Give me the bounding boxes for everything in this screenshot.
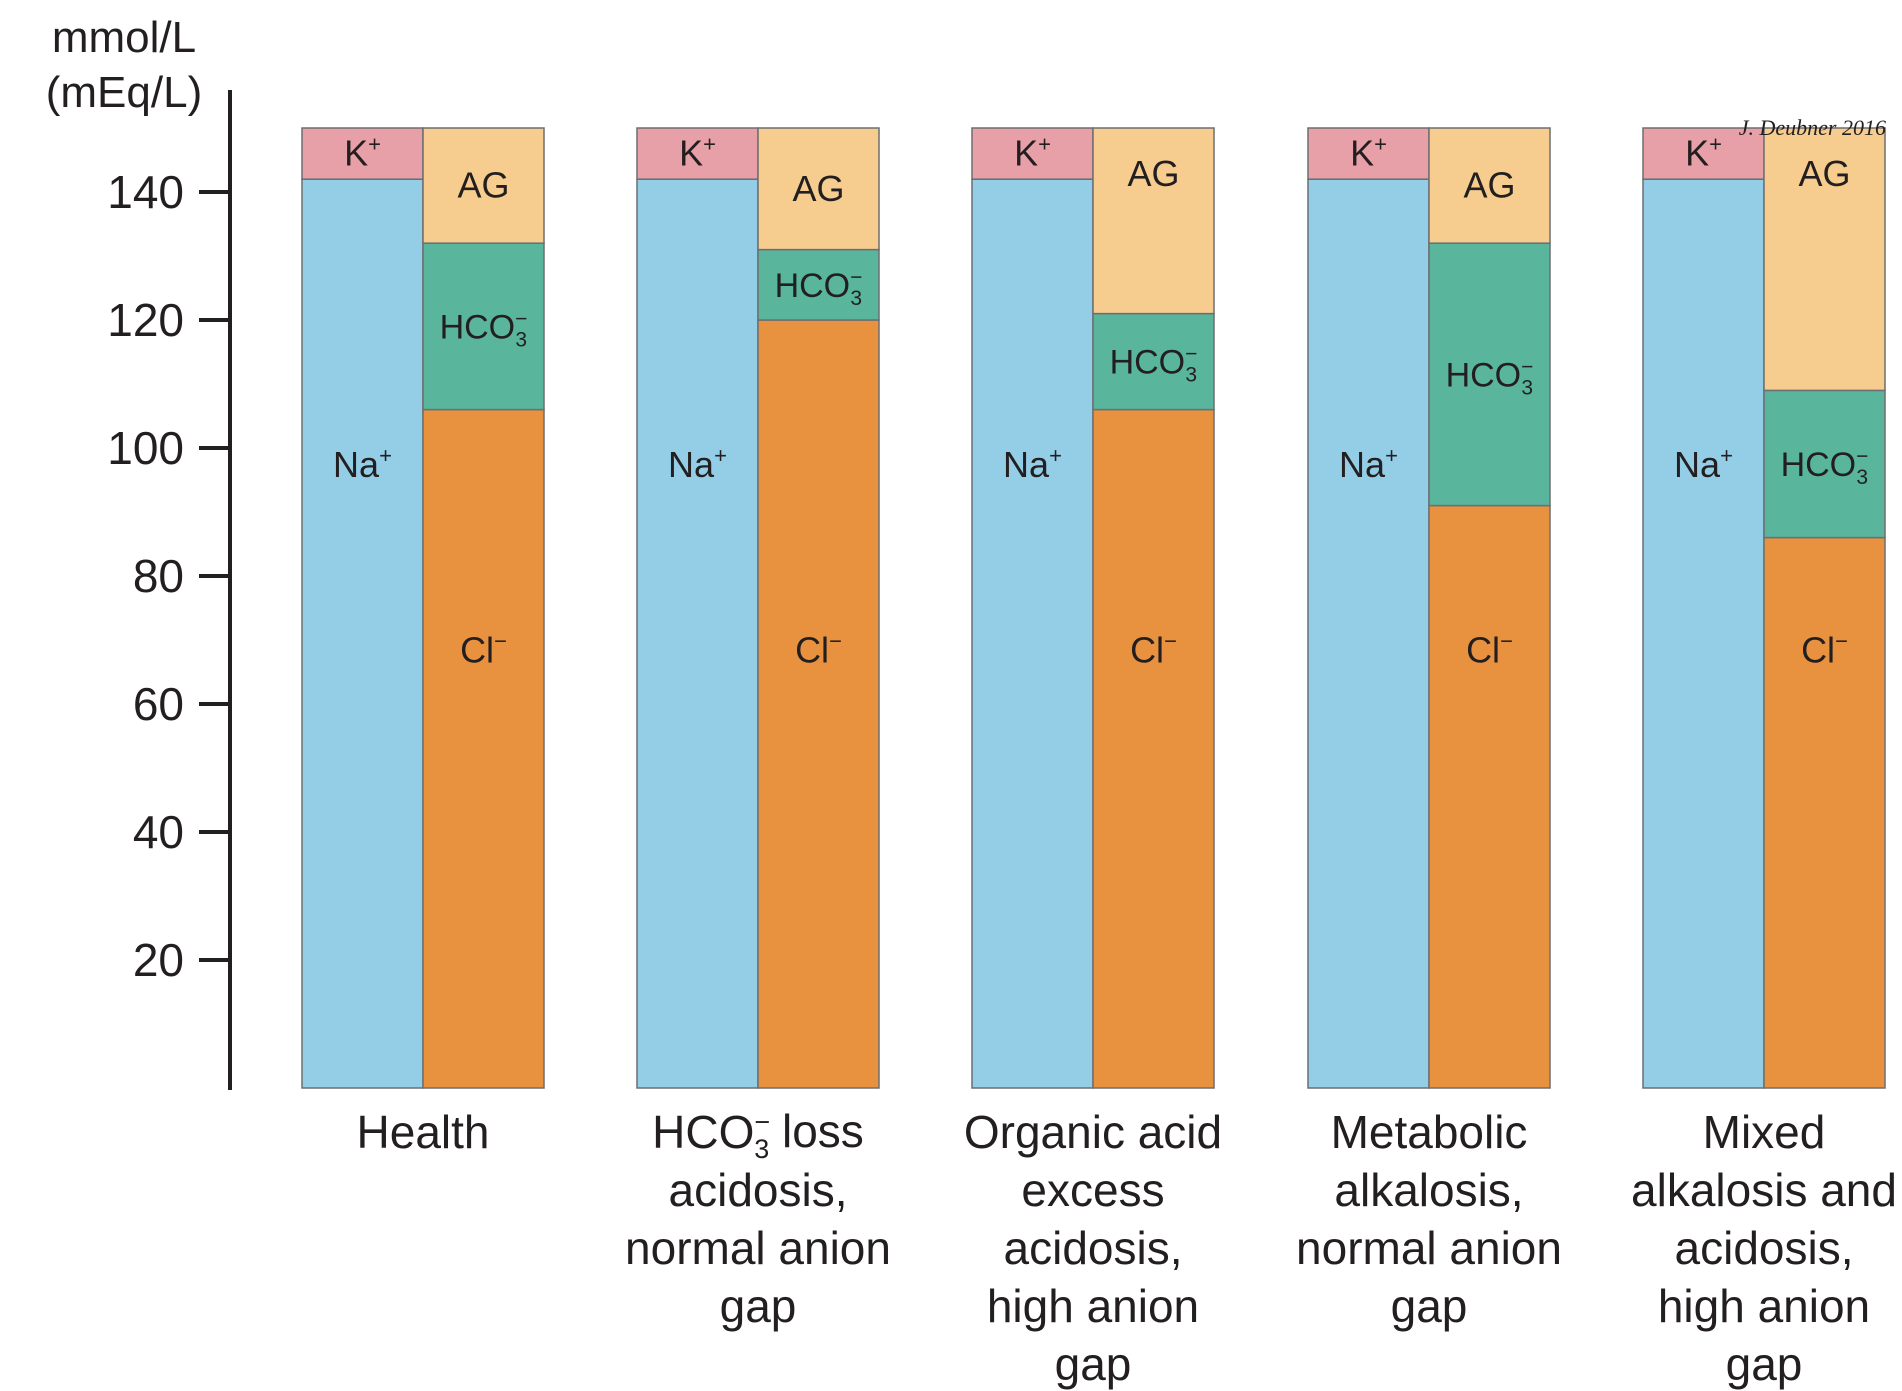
segment-label-hco3: HCO−3​ bbox=[775, 266, 863, 310]
bar-segment-na bbox=[301, 178, 424, 1089]
bar-group: Na+​ K+​ Cl−​ HCO−3​ AG bbox=[971, 127, 1215, 1089]
bar-segment-ag bbox=[1428, 127, 1551, 244]
y-axis: 20 40 60 80 100 120 140 mmol/L (mEq/L) bbox=[46, 13, 232, 1090]
segment-label-k: K+​ bbox=[344, 132, 381, 174]
category-label-line: acidosis, bbox=[1004, 1222, 1183, 1274]
bar-segment-k bbox=[1307, 127, 1430, 180]
category-label-line: acidosis, bbox=[669, 1164, 848, 1216]
bar-segment-cl bbox=[1428, 504, 1551, 1089]
category-label-line: gap bbox=[720, 1280, 797, 1332]
category-label: Mixed alkalosis and acidosis, high anion gap bbox=[1631, 1106, 1897, 1390]
category-label-line: alkalosis and bbox=[1631, 1164, 1897, 1216]
segment-label-hco3: HCO−3​ bbox=[1446, 355, 1534, 399]
credit-text: J. Deubner 2016 bbox=[1739, 115, 1886, 140]
bar-segment-ag bbox=[1092, 127, 1215, 315]
y-tick-label: 60 bbox=[133, 678, 184, 730]
category-label: Metabolic alkalosis, normal anion gap bbox=[1296, 1106, 1562, 1332]
bar-segment-cl bbox=[422, 408, 545, 1089]
bar-segment-cl bbox=[1092, 408, 1215, 1089]
segment-label-hco3: HCO−3​ bbox=[1781, 445, 1869, 489]
bar-segment-na bbox=[1642, 178, 1765, 1089]
segment-label-ag: AG bbox=[1127, 153, 1179, 194]
bars: Na+​K+​Cl−​HCO−3​AGNa+​K+​Cl−​HCO−3​AGNa… bbox=[301, 127, 1886, 1089]
segment-label-k: K+​ bbox=[679, 132, 716, 174]
bar-segment-hco3 bbox=[1763, 389, 1886, 539]
y-tick-label: 140 bbox=[107, 166, 184, 218]
segment-label-cl: Cl−​ bbox=[795, 628, 842, 670]
category-label-line: HCO−3​ loss bbox=[652, 1105, 864, 1164]
y-tick-label: 80 bbox=[133, 550, 184, 602]
bar-segment-ag bbox=[757, 127, 880, 251]
segment-label-hco3: HCO−3​ bbox=[1110, 343, 1198, 387]
segment-label-cl: Cl−​ bbox=[1466, 628, 1513, 670]
category-label-line: high anion bbox=[987, 1280, 1199, 1332]
category-label-line: excess bbox=[1021, 1164, 1164, 1216]
segment-label-ag: AG bbox=[792, 168, 844, 209]
y-tick-label: 120 bbox=[107, 294, 184, 346]
category-label-line: Health bbox=[357, 1106, 490, 1158]
bar-segment-hco3 bbox=[1428, 242, 1551, 507]
bar-segment-hco3 bbox=[422, 242, 545, 411]
bar-group: Na+​ K+​ Cl−​ HCO−3​ AG bbox=[1642, 127, 1886, 1089]
category-label: Health bbox=[357, 1106, 490, 1158]
segment-label-ag: AG bbox=[1798, 153, 1850, 194]
bar-group: Na+​ K+​ Cl−​ HCO−3​ AG bbox=[636, 127, 880, 1089]
segment-label-ag: AG bbox=[1463, 165, 1515, 206]
category-label-line: gap bbox=[1726, 1338, 1803, 1390]
segment-label-cl: Cl−​ bbox=[1130, 628, 1177, 670]
y-axis-title: mmol/L bbox=[52, 13, 196, 62]
y-tick-label: 100 bbox=[107, 422, 184, 474]
segment-label-na: Na+​ bbox=[668, 443, 727, 485]
segment-label-na: Na+​ bbox=[1003, 443, 1062, 485]
category-label-line: acidosis, bbox=[1675, 1222, 1854, 1274]
segment-label-k: K+​ bbox=[1350, 132, 1387, 174]
category-label-line: Organic acid bbox=[964, 1106, 1222, 1158]
bar-segment-na bbox=[971, 178, 1094, 1089]
bar-segment-cl bbox=[757, 319, 880, 1089]
y-tick-label: 20 bbox=[133, 934, 184, 986]
y-axis-title: (mEq/L) bbox=[46, 68, 202, 117]
segment-label-k: K+​ bbox=[1014, 132, 1051, 174]
bar-group: Na+​ K+​ Cl−​ HCO−3​ AG bbox=[1307, 127, 1551, 1089]
segment-label-cl: Cl−​ bbox=[1801, 628, 1848, 670]
bar-segment-na bbox=[1307, 178, 1430, 1089]
segment-label-na: Na+​ bbox=[1674, 443, 1733, 485]
bar-segment-ag bbox=[422, 127, 545, 244]
segment-label-ag: AG bbox=[457, 165, 509, 206]
category-label-line: Metabolic bbox=[1331, 1106, 1528, 1158]
category-label-line: normal anion bbox=[625, 1222, 891, 1274]
bar-segment-cl bbox=[1763, 536, 1886, 1089]
category-label-line: high anion bbox=[1658, 1280, 1870, 1332]
category-label-line: gap bbox=[1055, 1338, 1132, 1390]
category-label-line: gap bbox=[1391, 1280, 1468, 1332]
bar-segment-k bbox=[1642, 127, 1765, 180]
bar-segment-na bbox=[636, 178, 759, 1089]
bar-group: Na+​ K+​ Cl−​ HCO−3​ AG bbox=[301, 127, 545, 1089]
segment-label-cl: Cl−​ bbox=[460, 628, 507, 670]
bar-segment-k bbox=[301, 127, 424, 180]
category-label: Organic acid excess acidosis, high anion gap bbox=[964, 1106, 1222, 1390]
bar-segment-k bbox=[636, 127, 759, 180]
segment-label-hco3: HCO−3​ bbox=[440, 307, 528, 351]
category-label-line: alkalosis, bbox=[1334, 1164, 1523, 1216]
category-label-line: normal anion bbox=[1296, 1222, 1562, 1274]
category-label-line: Mixed bbox=[1703, 1106, 1826, 1158]
segment-label-na: Na+​ bbox=[333, 443, 392, 485]
y-tick-label: 40 bbox=[133, 806, 184, 858]
bar-segment-hco3 bbox=[757, 248, 880, 321]
segment-label-k: K+​ bbox=[1685, 132, 1722, 174]
segment-label-na: Na+​ bbox=[1339, 443, 1398, 485]
bar-segment-ag bbox=[1763, 127, 1886, 392]
